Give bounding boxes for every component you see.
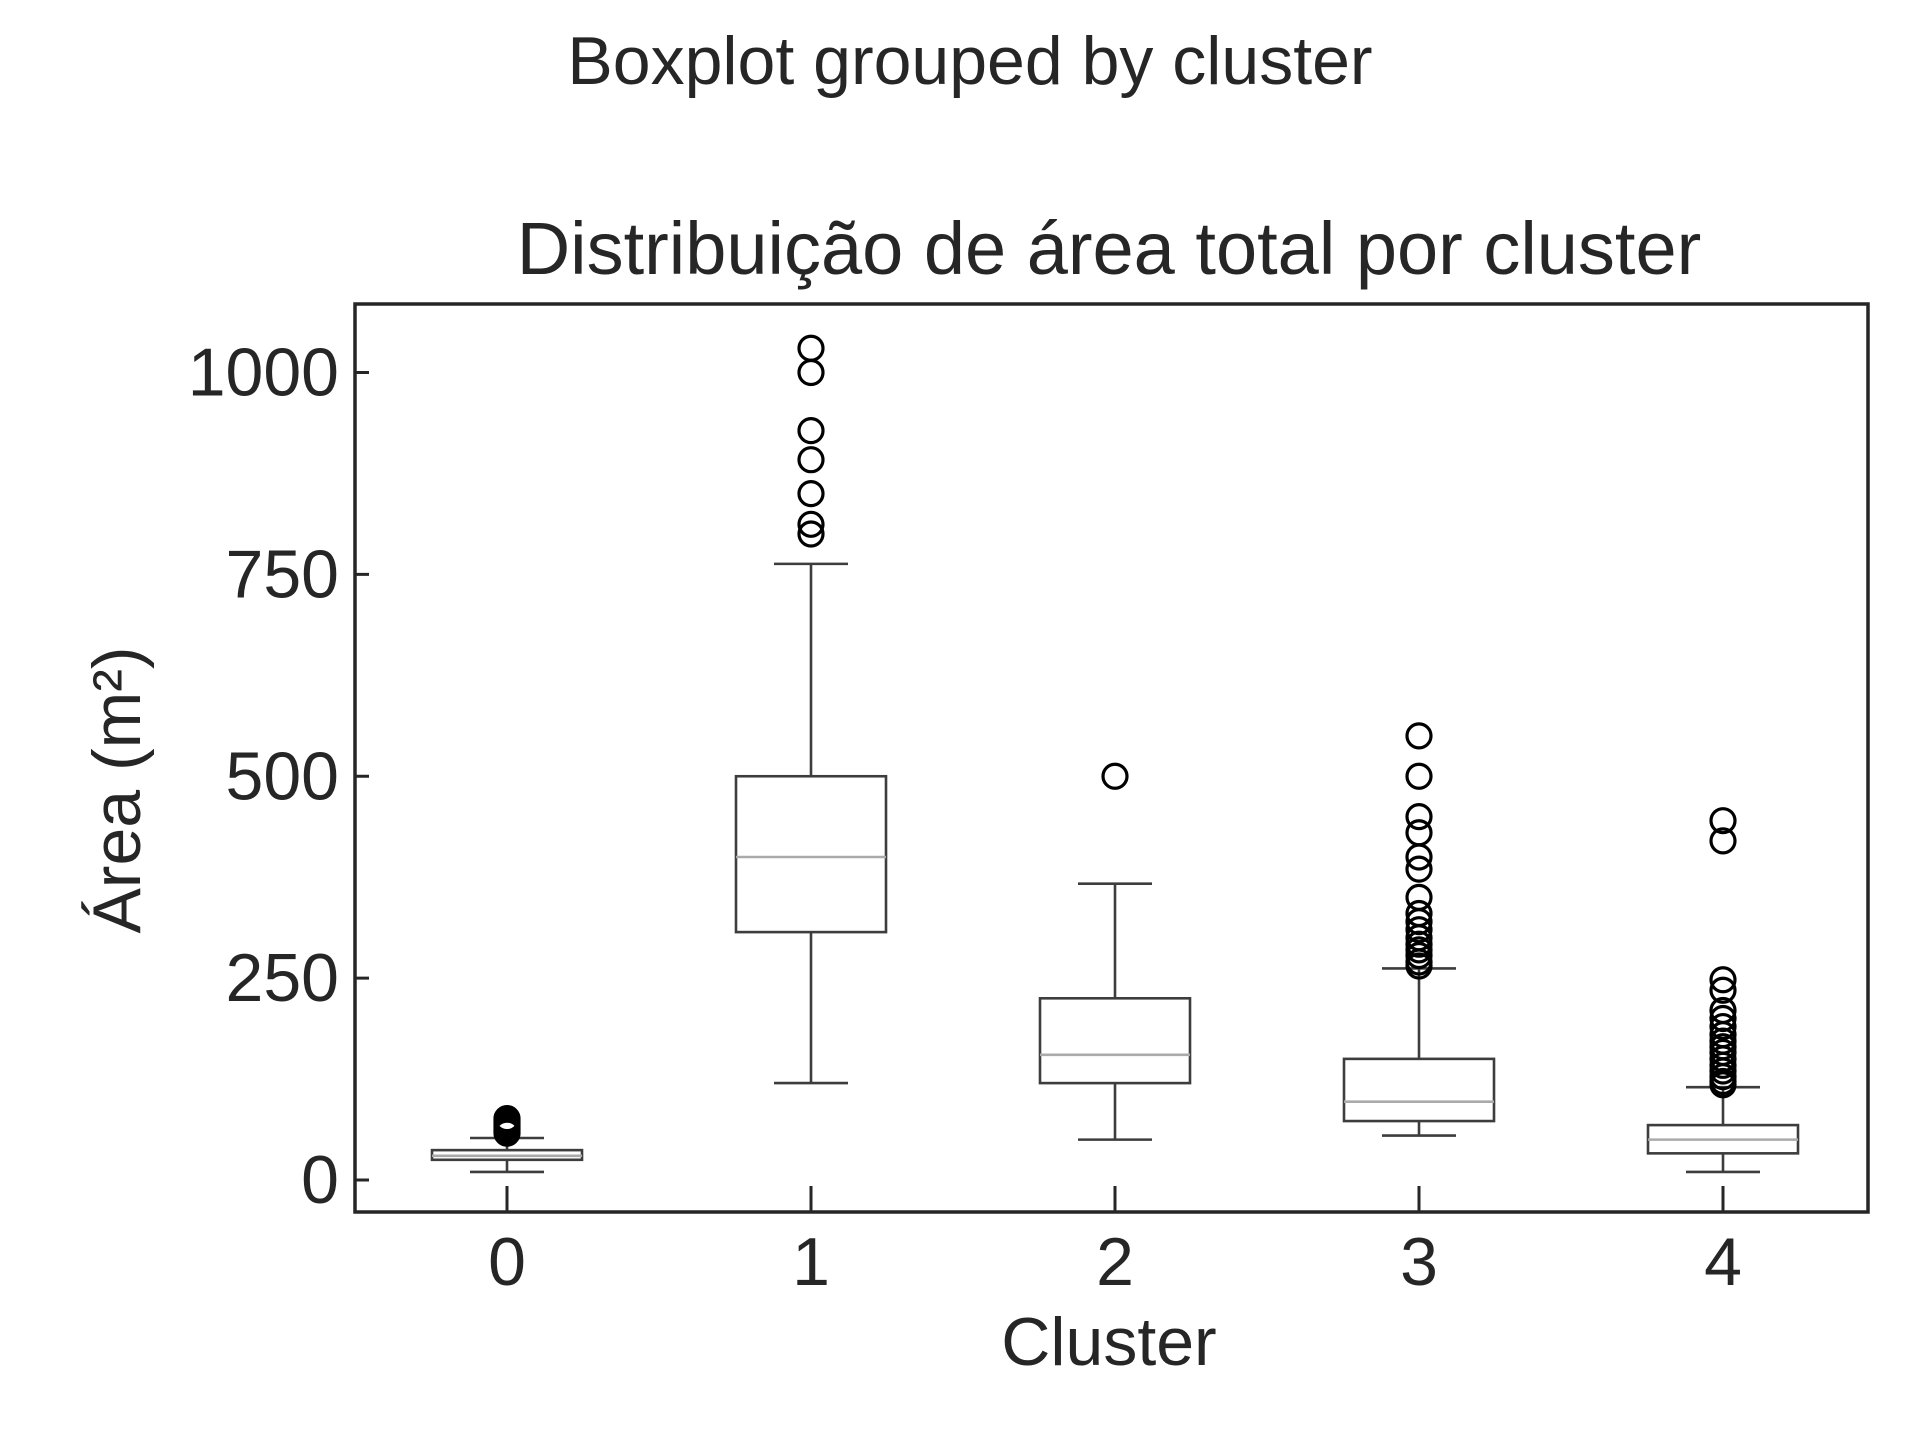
box-series [430,334,1800,1174]
outlier-point [797,417,825,445]
box-iqr [1038,997,1192,1085]
box-iqr [734,774,888,934]
outlier-point [797,520,825,548]
x-tick-label: 1 [792,1224,830,1300]
x-tick-label: 3 [1400,1224,1438,1300]
outlier-point [1405,819,1433,847]
x-tick-label: 2 [1096,1224,1134,1300]
y-tick-label: 500 [226,738,339,814]
x-tick-label: 4 [1704,1224,1742,1300]
outlier-point [1709,1004,1737,1033]
outlier-point [797,334,825,362]
y-axis-label: Área (m²) [79,646,155,933]
x-axis-label: Cluster [1001,1304,1216,1380]
y-tick-label: 750 [226,536,339,612]
plot-frame [353,302,1870,1214]
outlier-point [1405,762,1433,790]
outlier-point [1405,899,1433,928]
outlier-point [1709,1012,1737,1041]
outlier-point [1709,996,1737,1025]
outlier-point [1405,855,1433,883]
axis-ticks: 0 250 500 750 1000 0 1 2 3 4 [188,335,1742,1301]
outlier-point [1709,827,1737,855]
outlier-point [797,510,825,538]
y-tick-label: 250 [226,940,339,1016]
outlier-point [1405,916,1433,944]
chart-title: Distribuição de área total por cluster [517,207,1702,290]
outlier-point [1709,966,1737,994]
y-tick-label: 0 [301,1142,339,1218]
outlier-point [1709,807,1737,835]
outlier-point [1709,976,1737,1004]
box-iqr [1342,1057,1496,1123]
outlier-point [797,480,825,508]
outlier-point [797,446,825,474]
outlier-point [1405,883,1433,911]
x-tick-label: 0 [488,1224,526,1300]
outlier-point [1101,762,1129,790]
outlier-point [1405,803,1433,831]
chart-suptitle: Boxplot grouped by cluster [567,23,1372,99]
y-tick-label: 1000 [188,335,339,411]
outlier-point [1405,722,1433,750]
outlier-point [797,358,825,387]
outlier-point [493,1105,521,1133]
